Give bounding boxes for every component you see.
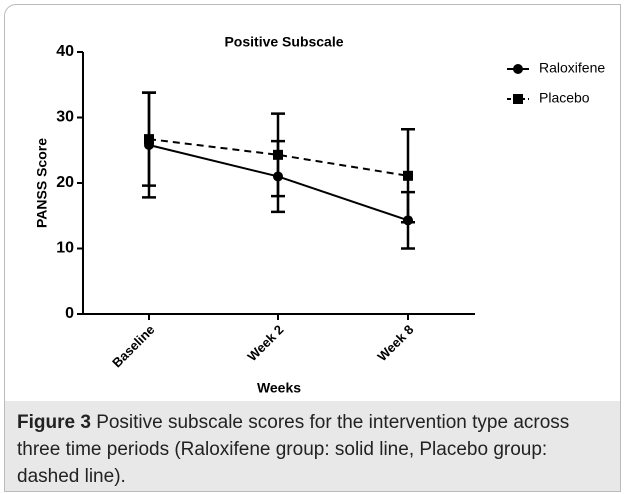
- data-point: [144, 134, 154, 145]
- caption: Figure 3 Positive subscale scores for th…: [5, 401, 620, 491]
- series-line: [148, 138, 409, 177]
- legend-marker: [513, 64, 523, 74]
- y-tick-label: 40: [56, 43, 74, 60]
- y-tick-label: 0: [65, 305, 74, 322]
- caption-text: Positive subscale scores for the interve…: [17, 412, 570, 487]
- y-axis-label: PANSS Score: [34, 138, 50, 228]
- y-tick-label: 20: [56, 174, 74, 191]
- figure-frame: Positive Subscale Weeks PANSS Score 0 10 2…: [4, 4, 621, 492]
- caption-label: Figure 3: [17, 412, 91, 433]
- legend-label: Raloxifene: [539, 60, 605, 76]
- y-tick-label: 10: [56, 240, 74, 257]
- legend-marker: [513, 94, 523, 104]
- x-tick-label: Week 2: [244, 322, 286, 364]
- legend-label: Placebo: [539, 90, 590, 106]
- chart: Positive Subscale Weeks PANSS Score 0 10 2…: [34, 34, 606, 396]
- data-point: [273, 149, 283, 160]
- chart-title: Positive Subscale: [224, 34, 343, 50]
- y-tick-label: 30: [56, 109, 74, 126]
- x-axis-label: Weeks: [257, 380, 301, 396]
- x-tick-label: Week 8: [374, 322, 416, 364]
- x-tick-label: Baseline: [109, 322, 157, 370]
- data-point: [403, 170, 413, 181]
